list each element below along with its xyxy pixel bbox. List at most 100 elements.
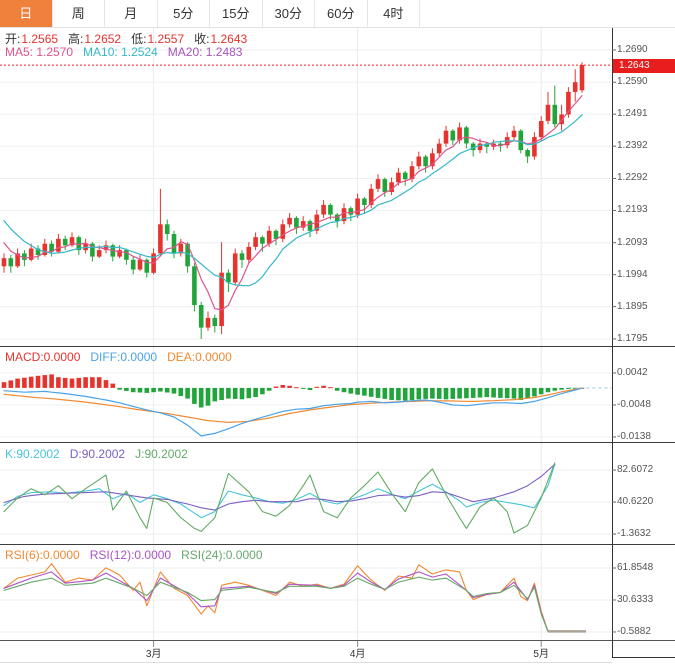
rsi24-line xyxy=(3,576,583,632)
kdj-legend-row: K:90.2002 D:90.2002 J:90.2002 xyxy=(5,447,198,461)
macd-histogram xyxy=(1,374,585,408)
candle-body xyxy=(355,198,360,215)
candle-body xyxy=(164,224,170,234)
macd-bar xyxy=(341,387,347,393)
candle-body xyxy=(273,230,279,239)
y-axis-label: 1.1994 xyxy=(617,268,648,280)
candle-body xyxy=(158,224,163,254)
candle-body xyxy=(511,130,517,138)
macd-bar xyxy=(470,387,476,398)
candle-body xyxy=(266,230,272,244)
tab-15min[interactable]: 15分 xyxy=(210,0,263,27)
candle-body xyxy=(137,259,143,270)
macd-bar xyxy=(226,387,231,399)
y-axis-label: -0.0048 xyxy=(617,398,651,410)
candle-body xyxy=(185,243,190,267)
macd-bar xyxy=(552,387,558,391)
macd-bar xyxy=(15,378,20,388)
macd-bar xyxy=(76,377,82,388)
macd-bar xyxy=(504,387,510,399)
x-axis-label: 4月 xyxy=(349,649,366,660)
candle-body xyxy=(90,243,95,257)
candle-body xyxy=(294,217,299,228)
candle-body xyxy=(579,65,585,91)
macd-bar xyxy=(205,387,211,406)
tab-month[interactable]: 月 xyxy=(105,0,158,27)
candle-body xyxy=(443,130,449,144)
macd-bar xyxy=(409,387,415,400)
ohlc-row: 开:1.2565 高:1.2652 低:1.2557 收:1.2643 xyxy=(5,30,257,47)
candle-body xyxy=(178,243,184,254)
y-axis-label: 40.6220 xyxy=(617,495,654,507)
candle-body xyxy=(280,224,286,239)
candle-body xyxy=(8,258,14,267)
y-axis-label: 61.8548 xyxy=(617,561,654,573)
candle-body xyxy=(375,179,381,189)
macd-bar xyxy=(545,387,551,393)
ohlc-value: 1.2565 xyxy=(21,32,59,46)
candle-body xyxy=(538,121,544,138)
ma-legend-row: MA5: 1.2570 MA10: 1.2524 MA20: 1.2483 xyxy=(5,45,252,59)
candle-body xyxy=(42,243,48,255)
macd-bar xyxy=(110,383,116,388)
macd-bar xyxy=(491,387,496,398)
d-line xyxy=(3,463,556,511)
macd-bar xyxy=(90,377,95,388)
ma10-line xyxy=(3,114,583,287)
candle-body xyxy=(572,82,578,92)
candle-body xyxy=(239,253,245,260)
tab-day[interactable]: 日 xyxy=(0,0,53,27)
candle-body xyxy=(552,104,558,125)
ohlc-value: 1.2643 xyxy=(210,32,248,46)
rsi6-line xyxy=(3,563,583,632)
x-axis-label: 3月 xyxy=(145,649,162,660)
diff-line xyxy=(3,387,583,437)
main-candles xyxy=(1,62,585,339)
macd-bar xyxy=(362,387,367,396)
interval-tabbar: 日周月 5分 15分 30分 60分 4时 xyxy=(0,0,675,28)
legend-item: MA20: 1.2483 xyxy=(167,45,243,59)
k-line xyxy=(3,463,556,519)
ohlc-label: 低: xyxy=(131,32,147,46)
current-price-tag: 1.2643 xyxy=(613,59,675,73)
macd-bar xyxy=(402,387,408,401)
tab-week[interactable]: 周 xyxy=(53,0,105,27)
macd-bar xyxy=(69,378,75,388)
candle-body xyxy=(226,272,231,283)
candle-body xyxy=(450,130,456,141)
legend-item: K:90.2002 xyxy=(5,447,60,461)
macd-bar xyxy=(212,387,218,402)
macd-bar xyxy=(464,387,469,399)
candle-body xyxy=(416,156,422,167)
macd-bar xyxy=(56,377,61,388)
candle-body xyxy=(348,208,354,215)
x-axis-label: 5月 xyxy=(533,649,549,660)
macd-bar xyxy=(477,387,483,398)
macd-bar xyxy=(355,387,360,395)
tab-30min[interactable]: 30分 xyxy=(263,0,315,27)
candle-body xyxy=(287,217,292,225)
candle-body xyxy=(341,208,347,222)
tab-60min[interactable]: 60分 xyxy=(315,0,368,27)
legend-item: MA10: 1.2524 xyxy=(83,45,158,59)
candle-body xyxy=(566,91,571,115)
candle-body xyxy=(212,317,218,326)
macd-bar xyxy=(144,387,150,393)
candle-body xyxy=(532,137,537,157)
candle-body xyxy=(192,266,197,305)
macd-bar xyxy=(287,385,292,388)
macd-bar xyxy=(566,387,571,389)
macd-bar xyxy=(35,375,41,388)
macd-bar xyxy=(192,387,197,404)
ohlc-label: 开: xyxy=(5,32,21,46)
macd-bar xyxy=(484,387,490,398)
macd-bar xyxy=(246,387,252,399)
tab-4hour[interactable]: 4时 xyxy=(368,0,420,27)
macd-bar xyxy=(28,376,34,388)
macd-bar xyxy=(334,387,340,391)
candle-body xyxy=(219,272,224,326)
tab-5min[interactable]: 5分 xyxy=(158,0,210,27)
macd-bar xyxy=(307,387,313,390)
macd-bar xyxy=(396,387,401,401)
y-axis-label: 1.2292 xyxy=(617,172,648,184)
